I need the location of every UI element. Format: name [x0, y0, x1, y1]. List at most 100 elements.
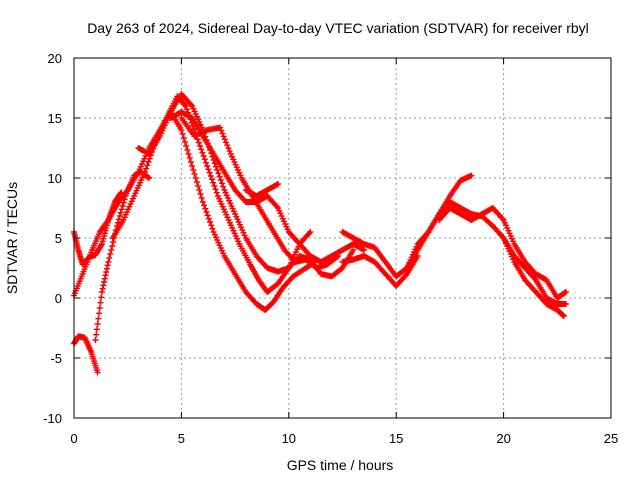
- data-point: [205, 166, 212, 173]
- data-point: [103, 269, 110, 275]
- data-point: [193, 179, 200, 185]
- data-point: [202, 205, 209, 212]
- y-tick-label: 10: [48, 171, 62, 186]
- data-point: [334, 253, 341, 260]
- data-point: [182, 103, 189, 109]
- series-track-14: [242, 181, 282, 199]
- data-point: [217, 177, 224, 183]
- data-point: [118, 206, 125, 213]
- data-point: [199, 149, 206, 156]
- data-point: [220, 183, 227, 190]
- series-track-8: [178, 115, 342, 271]
- data-point: [307, 229, 314, 235]
- y-tick-label: 15: [48, 111, 62, 126]
- data-point: [181, 101, 188, 108]
- data-point: [117, 209, 124, 216]
- data-point: [180, 135, 187, 141]
- data-point: [204, 212, 211, 219]
- series-track-11: [403, 199, 567, 319]
- data-point: [562, 301, 569, 307]
- series-track-13: [500, 235, 569, 307]
- data-point: [141, 169, 148, 175]
- data-point: [101, 275, 108, 282]
- data-point: [201, 156, 208, 163]
- data-point: [100, 282, 107, 289]
- data-point: [206, 169, 213, 176]
- data-point: [102, 272, 109, 279]
- y-tick-label: 0: [55, 291, 62, 306]
- data-point: [197, 143, 204, 149]
- x-tick-label: 20: [496, 431, 510, 446]
- data-point: [119, 203, 126, 209]
- data-point: [207, 173, 214, 179]
- series-track-12: [436, 205, 569, 301]
- data-point: [184, 147, 191, 153]
- data-point: [105, 259, 112, 265]
- data-point: [93, 331, 100, 338]
- data-point: [196, 187, 203, 193]
- y-tick-labels: -10 -5 0 5 10 15 20: [43, 51, 62, 426]
- data-point: [207, 219, 214, 225]
- data-point: [216, 173, 223, 180]
- data-point: [107, 251, 114, 257]
- data-point: [94, 321, 101, 327]
- data-point: [178, 127, 185, 133]
- data-point: [185, 151, 192, 157]
- data-point: [144, 162, 151, 169]
- data-point: [94, 369, 101, 376]
- data-point: [93, 326, 100, 333]
- series-track-10: [339, 253, 421, 289]
- x-tick-label: 25: [604, 431, 618, 446]
- data-point: [560, 313, 567, 319]
- series-track-5: [109, 93, 314, 295]
- data-point: [104, 262, 111, 269]
- data-point: [217, 124, 224, 131]
- data-point: [199, 199, 206, 205]
- data-point: [204, 163, 211, 169]
- data-point: [562, 289, 569, 295]
- data-point: [205, 215, 212, 222]
- x-tick-label: 10: [282, 431, 296, 446]
- data-point: [198, 146, 205, 153]
- data-point: [146, 175, 153, 181]
- data-point: [116, 213, 123, 219]
- x-tick-labels: 0 5 10 15 20 25: [70, 431, 618, 446]
- data-point: [220, 133, 227, 140]
- x-tick-label: 5: [178, 431, 185, 446]
- series-track-4: [71, 109, 318, 313]
- data-point: [211, 183, 218, 189]
- data-point: [183, 106, 190, 113]
- data-point: [98, 242, 105, 249]
- data-point: [108, 247, 115, 253]
- data-point: [92, 337, 99, 343]
- data-point: [213, 189, 220, 196]
- data-point: [275, 181, 282, 187]
- data-point: [190, 167, 197, 173]
- data-point: [98, 289, 105, 295]
- y-tick-label: -10: [43, 411, 62, 426]
- data-point: [198, 195, 205, 201]
- data-point: [202, 159, 209, 166]
- data-point: [96, 310, 103, 317]
- data-point: [218, 180, 225, 187]
- data-point: [210, 179, 217, 186]
- x-tick-label: 0: [70, 431, 77, 446]
- data-point: [223, 139, 230, 146]
- data-point: [101, 279, 108, 285]
- data-point: [186, 155, 193, 161]
- data-point: [195, 183, 202, 189]
- data-point: [360, 247, 367, 253]
- y-tick-label: 20: [48, 51, 62, 66]
- axis-ticks: [73, 57, 612, 419]
- data-point: [215, 170, 222, 177]
- data-markers: [71, 91, 569, 376]
- data-point: [197, 191, 204, 197]
- data-point: [106, 255, 113, 261]
- data-point: [183, 143, 190, 149]
- data-point: [335, 253, 342, 259]
- data-point: [218, 127, 225, 134]
- data-point: [468, 172, 475, 179]
- data-point: [120, 199, 127, 206]
- data-point: [181, 139, 188, 145]
